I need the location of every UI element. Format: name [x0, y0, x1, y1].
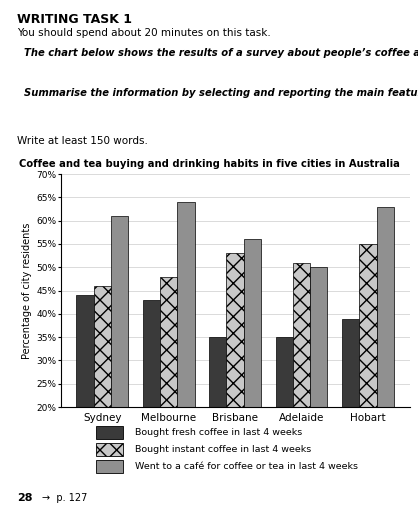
- Text: WRITING TASK 1: WRITING TASK 1: [17, 13, 132, 26]
- Bar: [293, 263, 310, 500]
- Bar: [209, 337, 227, 500]
- Bar: [96, 426, 123, 439]
- Bar: [96, 443, 123, 456]
- Bar: [96, 460, 123, 474]
- Text: The chart below shows the results of a survey about people’s coffee and tea buyi: The chart below shows the results of a s…: [24, 48, 418, 58]
- Bar: [76, 295, 94, 500]
- Text: Bought instant coffee in last 4 weeks: Bought instant coffee in last 4 weeks: [135, 445, 311, 454]
- Bar: [111, 216, 128, 500]
- Bar: [359, 244, 377, 500]
- Bar: [377, 207, 394, 500]
- Bar: [244, 239, 261, 500]
- Bar: [143, 300, 160, 500]
- Text: Bought fresh coffee in last 4 weeks: Bought fresh coffee in last 4 weeks: [135, 429, 302, 437]
- Bar: [177, 202, 195, 500]
- Text: Went to a café for coffee or tea in last 4 weeks: Went to a café for coffee or tea in last…: [135, 462, 358, 472]
- Bar: [94, 286, 111, 500]
- Bar: [275, 337, 293, 500]
- Text: 28: 28: [17, 493, 32, 503]
- Text: →  p. 127: → p. 127: [42, 493, 87, 503]
- Bar: [310, 267, 327, 500]
- Text: Summarise the information by selecting and reporting the main features, and make: Summarise the information by selecting a…: [24, 88, 418, 98]
- Text: Coffee and tea buying and drinking habits in five cities in Australia: Coffee and tea buying and drinking habit…: [18, 159, 400, 169]
- Bar: [227, 253, 244, 500]
- Y-axis label: Percentage of city residents: Percentage of city residents: [22, 222, 32, 359]
- Text: You should spend about 20 minutes on this task.: You should spend about 20 minutes on thi…: [17, 28, 270, 38]
- Bar: [342, 318, 359, 500]
- Text: Write at least 150 words.: Write at least 150 words.: [17, 136, 148, 146]
- Bar: [160, 276, 177, 500]
